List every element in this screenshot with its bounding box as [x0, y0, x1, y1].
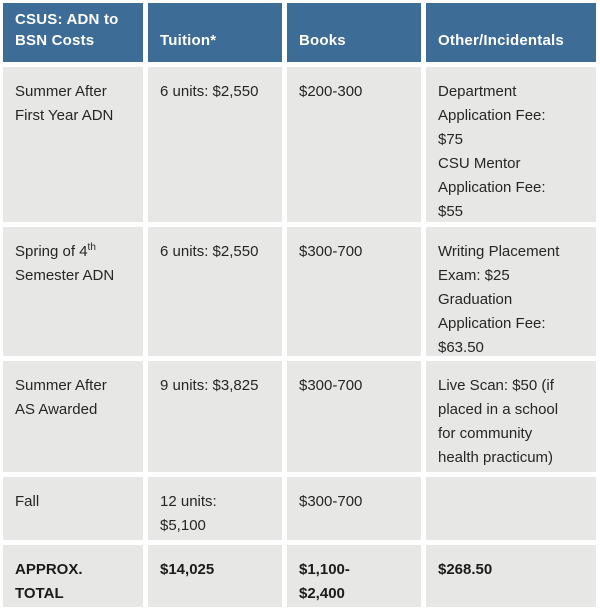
- cell-r3-period: Summer After AS Awarded: [3, 361, 143, 472]
- header-other: Other/Incidentals: [426, 3, 596, 62]
- cell-r4-other: [426, 477, 596, 540]
- cell-total-books: $1,100- $2,400: [287, 545, 421, 607]
- cell-r3-other: Live Scan: $50 (if placed in a school fo…: [426, 361, 596, 472]
- cell-r1-period: Summer After First Year ADN: [3, 67, 143, 222]
- ordinal-superscript: th: [87, 242, 96, 253]
- cell-r1-tuition: 6 units: $2,550: [148, 67, 282, 222]
- cell-total-tuition: $14,025: [148, 545, 282, 607]
- cell-r4-period: Fall: [3, 477, 143, 540]
- cell-total-other: $268.50: [426, 545, 596, 607]
- header-costs-line1: CSUS: ADN to: [15, 11, 119, 28]
- cell-total-label: APPROX. TOTAL: [3, 545, 143, 607]
- header-tuition: Tuition*: [148, 3, 282, 62]
- header-books: Books: [287, 3, 421, 62]
- header-costs: CSUS: ADN to BSN Costs: [3, 3, 143, 62]
- cell-r4-tuition: 12 units: $5,100: [148, 477, 282, 540]
- cell-r2-tuition: 6 units: $2,550: [148, 227, 282, 356]
- cell-r3-books: $300-700: [287, 361, 421, 472]
- cell-r2-period-line1: Spring of 4th: [15, 242, 96, 261]
- cell-r3-tuition: 9 units: $3,825: [148, 361, 282, 472]
- header-costs-line2: BSN Costs: [15, 32, 95, 49]
- cell-r4-books: $300-700: [287, 477, 421, 540]
- cell-r1-books: $200-300: [287, 67, 421, 222]
- cell-r2-books: $300-700: [287, 227, 421, 356]
- cell-r2-other: Writing Placement Exam: $25 Graduation A…: [426, 227, 596, 356]
- cell-r1-other: Department Application Fee: $75 CSU Ment…: [426, 67, 596, 222]
- cell-r2-period: Spring of 4th Semester ADN: [3, 227, 143, 356]
